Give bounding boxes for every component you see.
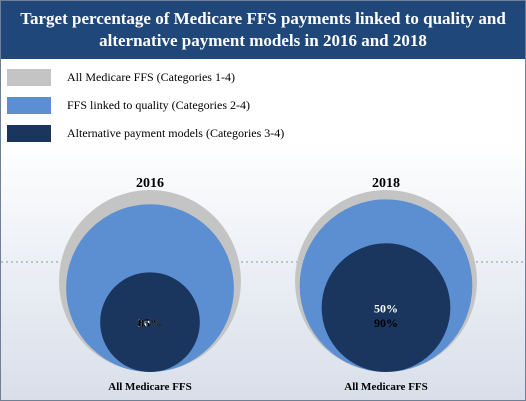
year-label-2016: 2016 (136, 176, 164, 191)
x-label-2018: All Medicare FFS (344, 381, 428, 393)
x-label-2016: All Medicare FFS (108, 381, 192, 393)
value-label-quality-2016: 85% (138, 316, 162, 330)
year-label-2018: 2018 (372, 176, 400, 191)
chart-group-2018: 2018 50%90% All Medicare FFS (295, 176, 477, 393)
value-label-apm-2018: 50% (374, 302, 398, 316)
value-label-quality-2018: 90% (374, 316, 398, 330)
